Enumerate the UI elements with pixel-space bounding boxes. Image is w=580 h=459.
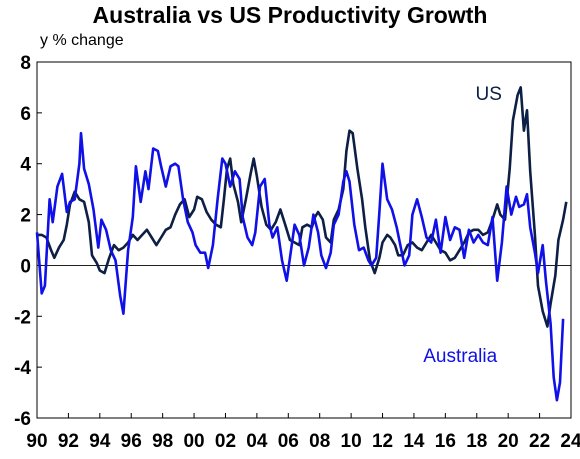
- y-axis: 8 6 4 2 0 -2 -4 -6: [14, 53, 42, 430]
- y-tick-label: -2: [14, 307, 31, 328]
- x-tick-label: 94: [89, 431, 111, 452]
- x-axis: 90 92 94 96 98 00 02 04 06 08 10 12 14 16 18 20 22 24: [26, 413, 580, 452]
- series-layer: [35, 86, 568, 402]
- y-tick-label: -4: [14, 358, 31, 379]
- y-tick-label: 2: [20, 206, 31, 227]
- x-tick-label: 24: [560, 431, 580, 452]
- x-tick-label: 16: [435, 431, 456, 452]
- series-labels: US Australia: [423, 84, 502, 367]
- y-axis-unit-label: y % change: [40, 32, 124, 49]
- x-tick-label: 00: [183, 431, 204, 452]
- x-tick-label: 10: [341, 431, 362, 452]
- x-tick-label: 20: [498, 431, 519, 452]
- x-tick-label: 92: [58, 431, 79, 452]
- series-line-us: [37, 86, 568, 328]
- series-label-us: US: [475, 84, 501, 105]
- x-tick-label: 08: [309, 431, 330, 452]
- x-tick-label: 98: [152, 431, 173, 452]
- x-tick-label: 22: [529, 431, 550, 452]
- series-line-australia: [35, 131, 565, 402]
- x-tick-label: 96: [121, 431, 142, 452]
- x-tick-label: 90: [26, 431, 47, 452]
- series-label-australia: Australia: [423, 346, 497, 367]
- x-tick-label: 14: [403, 431, 425, 452]
- y-tick-label: 6: [20, 104, 31, 125]
- y-tick-label: 0: [20, 256, 31, 277]
- x-tick-label: 18: [466, 431, 487, 452]
- x-tick-label: 04: [246, 431, 268, 452]
- y-tick-label: 4: [20, 155, 31, 176]
- chart-title: Australia vs US Productivity Growth: [92, 2, 488, 28]
- y-tick-label: 8: [20, 53, 31, 74]
- y-tick-label: -6: [14, 409, 31, 430]
- x-tick-label: 02: [215, 431, 236, 452]
- x-tick-label: 06: [278, 431, 299, 452]
- x-tick-label: 12: [372, 431, 393, 452]
